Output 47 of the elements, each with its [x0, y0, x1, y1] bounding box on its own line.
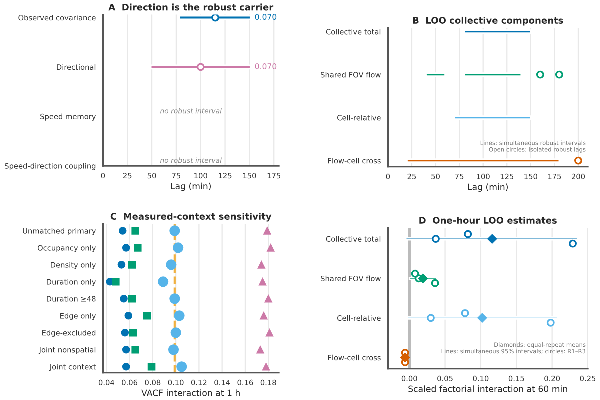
point	[170, 328, 182, 338]
point	[143, 312, 152, 320]
point	[170, 294, 180, 304]
point	[124, 312, 133, 320]
point	[256, 346, 264, 354]
point	[122, 244, 130, 252]
point	[118, 227, 127, 235]
point	[267, 244, 275, 252]
point	[121, 328, 130, 337]
point	[176, 362, 188, 372]
point	[158, 276, 169, 288]
point	[122, 362, 130, 371]
point	[132, 227, 140, 235]
point	[258, 278, 267, 286]
point	[148, 362, 156, 371]
chart-title: A Direction is the robust carrier	[108, 4, 274, 11]
point	[118, 261, 126, 269]
chart-title: C Measured-context sensitivity	[110, 212, 272, 222]
point	[170, 226, 180, 236]
x-axis-title: Lag (min)	[468, 184, 508, 192]
point	[262, 362, 270, 371]
bar	[464, 72, 522, 78]
point	[129, 328, 138, 337]
point	[132, 346, 140, 354]
point	[128, 295, 136, 303]
chart-title: D One-hour LOO estimates	[420, 216, 557, 224]
point	[120, 295, 128, 303]
x-axis-title: VACF interaction at 1 h	[142, 390, 240, 396]
point	[264, 295, 272, 303]
point	[166, 260, 177, 270]
x-axis-title: Lag (min)	[171, 182, 211, 192]
bar	[454, 116, 532, 120]
x-axis-title: Scaled factorial interaction at 60 min	[408, 386, 568, 392]
point	[112, 278, 120, 286]
point	[174, 310, 185, 322]
bar	[464, 30, 532, 34]
bar	[406, 158, 560, 163]
point	[173, 242, 184, 254]
point	[266, 328, 274, 337]
point	[260, 312, 268, 320]
point	[264, 227, 272, 235]
point	[168, 344, 180, 356]
point	[258, 261, 266, 269]
chart-title: B LOO collective components	[413, 16, 564, 26]
point	[134, 244, 142, 252]
point	[122, 346, 130, 354]
point	[128, 261, 136, 269]
